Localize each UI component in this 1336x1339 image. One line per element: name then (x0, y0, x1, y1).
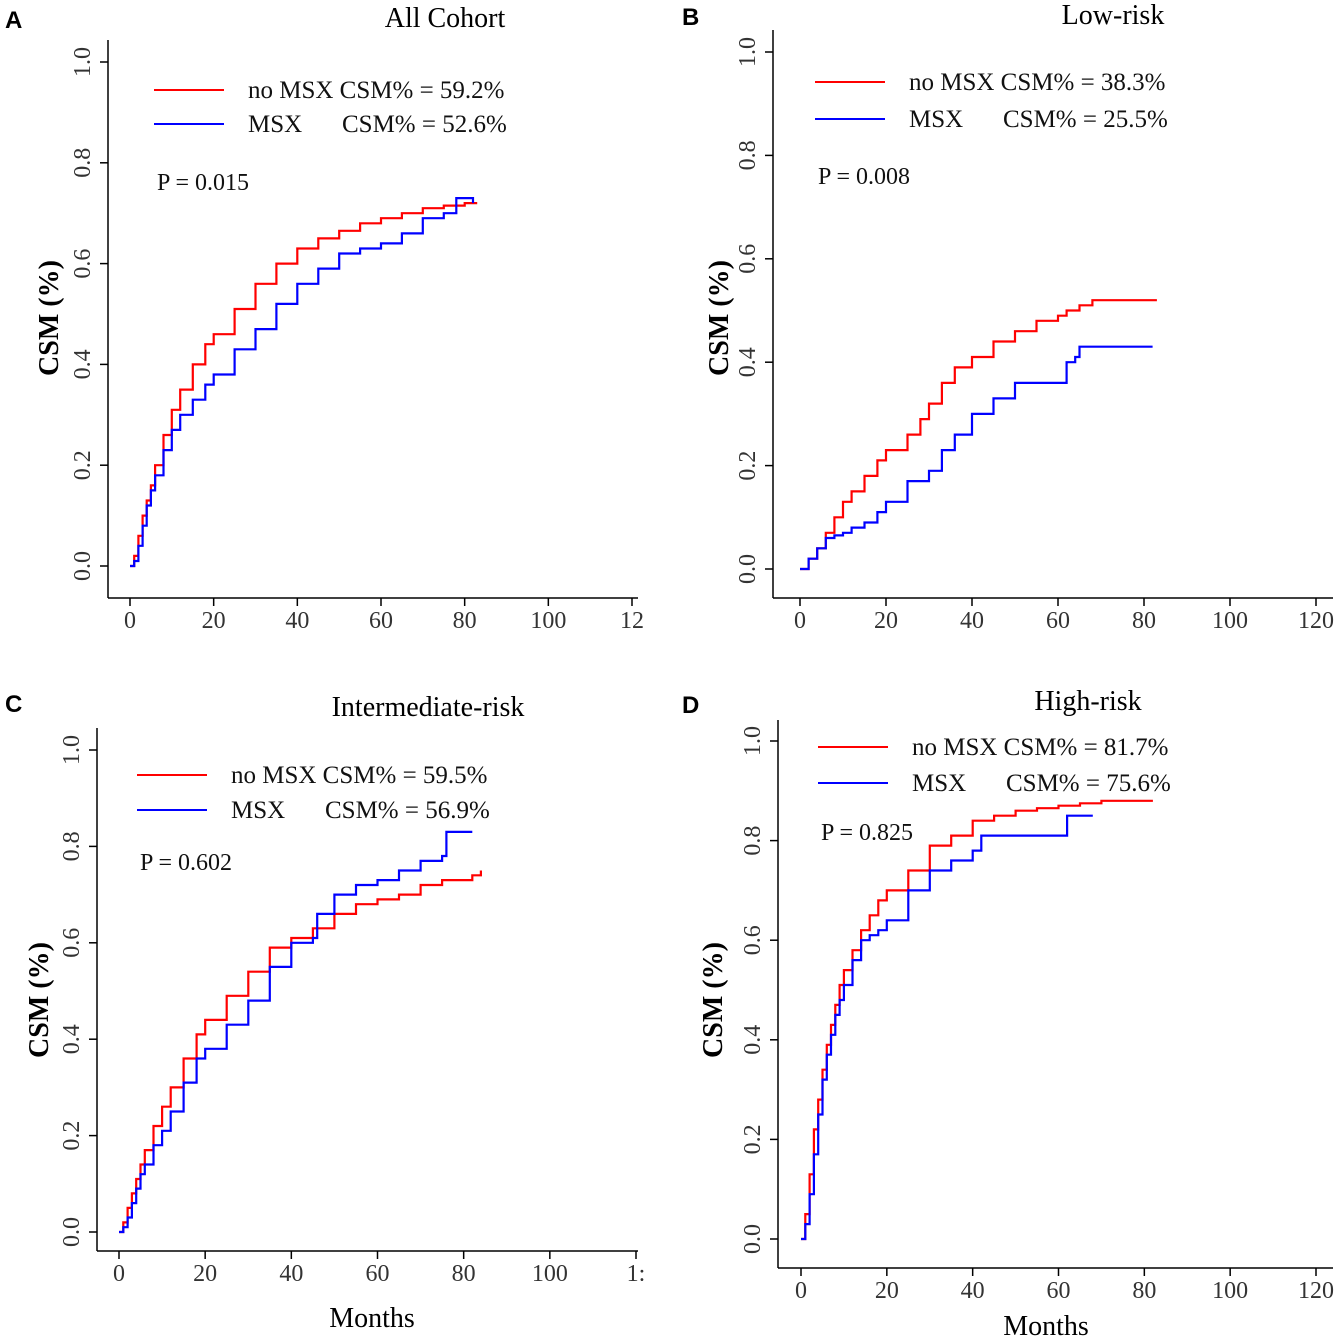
y-tick-label: 0.2 (740, 1124, 766, 1154)
y-tick-label: 0.4 (740, 1025, 766, 1055)
x-tick-label: 0 (794, 608, 806, 634)
x-axis-label: Months (1003, 1311, 1089, 1339)
y-tick-label: 0.6 (70, 249, 96, 279)
x-tick-label: 100 (1212, 608, 1248, 634)
p-value: P = 0.008 (818, 164, 910, 190)
panel-c: C Intermediate-risk 0 20 40 60 80 100 1: 0.0 0.2 0.… (5, 691, 645, 1334)
y-tick-label: 1.0 (70, 47, 96, 77)
x-tick-label: 20 (193, 1261, 217, 1287)
x-tick-label: 20 (875, 1278, 899, 1304)
chart-title: Low-risk (1062, 0, 1165, 31)
x-tick-label: 40 (961, 1278, 985, 1304)
series-line-msx (119, 830, 473, 1234)
y-tick-label: 0.0 (740, 1224, 766, 1254)
chart-title: Intermediate-risk (332, 692, 525, 723)
y-axis-label: CSM (%) (698, 942, 729, 1058)
series-line-no-msx (130, 202, 478, 568)
y-tick-label: 0.0 (735, 554, 761, 584)
panel-letter: D (682, 692, 699, 719)
p-value: P = 0.825 (821, 820, 913, 846)
y-axis-label: CSM (%) (34, 260, 65, 376)
p-value: P = 0.015 (157, 170, 249, 196)
y-tick-label: 0.8 (70, 148, 96, 178)
x-tick-label: 60 (369, 608, 393, 634)
x-tick-label: 40 (285, 608, 309, 634)
legend-label-no-msx: no MSX CSM% = 81.7% (912, 734, 1169, 761)
panel-letter: C (5, 691, 22, 718)
x-tick-label: 60 (1047, 1278, 1071, 1304)
y-tick-label: 0.0 (70, 551, 96, 581)
legend-label-no-msx: no MSX CSM% = 59.5% (231, 762, 488, 789)
legend-label-msx: MSX (912, 770, 966, 797)
x-tick-label: 20 (874, 608, 898, 634)
x-tick-label: 0 (113, 1261, 125, 1287)
legend-label-no-msx: no MSX CSM% = 59.2% (248, 77, 505, 104)
panel-d: D High-risk 0 20 40 60 80 100 120 0.0 0.2 0.4 0.6 0.8… (682, 686, 1334, 1339)
legend-label-msx: MSX (231, 797, 285, 824)
y-tick-label: 0.8 (740, 826, 766, 856)
chart-title: High-risk (1034, 686, 1141, 717)
x-tick-label: 40 (279, 1261, 303, 1287)
x-axis-label: Months (329, 1303, 415, 1334)
y-tick-label: 0.4 (735, 347, 761, 377)
panel-a: A All Cohort 0 20 40 60 80 100 12 0.0 0.2 0.4 0.6 0.8… (5, 3, 644, 634)
x-tick-label: 80 (452, 1261, 476, 1287)
x-tick-label: 100 (1212, 1278, 1248, 1304)
x-tick-label: 80 (1132, 608, 1156, 634)
legend-stat-msx: CSM% = 56.9% (325, 797, 490, 824)
y-tick-label: 1.0 (59, 735, 85, 765)
x-tick-label: 20 (202, 608, 226, 634)
y-tick-label: 0.6 (735, 244, 761, 274)
y-axis-label: CSM (%) (704, 260, 735, 376)
x-tick-label: 120 (1298, 608, 1334, 634)
x-tick-label: 40 (960, 608, 984, 634)
p-value: P = 0.602 (140, 850, 232, 876)
y-tick-label: 0.0 (59, 1217, 85, 1247)
y-tick-label: 0.6 (740, 925, 766, 955)
x-tick-label: 100 (532, 1261, 568, 1287)
series-line-msx (800, 345, 1153, 571)
x-tick-label: 1: (627, 1261, 646, 1287)
y-tick-label: 0.6 (59, 928, 85, 958)
legend-stat-msx: CSM% = 52.6% (342, 111, 507, 138)
panel-b: B Low-risk 0 20 40 60 80 100 120 0.0 0.2 0.4 0.6 0.8 1… (682, 0, 1334, 634)
x-tick-label: 100 (530, 608, 566, 634)
x-tick-label: 120 (1298, 1278, 1334, 1304)
y-tick-label: 0.8 (59, 831, 85, 861)
series-line-no-msx (119, 870, 482, 1234)
y-tick-label: 0.4 (59, 1024, 85, 1054)
chart-title: All Cohort (385, 3, 506, 34)
y-axis-label: CSM (%) (24, 942, 55, 1058)
y-tick-label: 0.8 (735, 140, 761, 170)
y-tick-label: 1.0 (735, 37, 761, 67)
panel-letter: A (5, 7, 22, 34)
series-line-msx (130, 197, 475, 568)
x-tick-label: 0 (124, 608, 136, 634)
x-tick-label: 0 (795, 1278, 807, 1304)
x-tick-label: 60 (1046, 608, 1070, 634)
x-tick-label: 80 (1132, 1278, 1156, 1304)
legend-label-no-msx: no MSX CSM% = 38.3% (909, 69, 1166, 96)
y-tick-label: 1.0 (740, 726, 766, 756)
y-tick-label: 0.2 (59, 1121, 85, 1151)
series-line-msx (801, 814, 1093, 1241)
y-tick-label: 0.4 (70, 349, 96, 379)
series-line-no-msx (800, 299, 1157, 571)
series-line-no-msx (801, 799, 1153, 1241)
legend-stat-msx: CSM% = 75.6% (1006, 770, 1171, 797)
x-tick-label: 60 (366, 1261, 390, 1287)
x-tick-label: 80 (453, 608, 477, 634)
legend-stat-msx: CSM% = 25.5% (1003, 106, 1168, 133)
legend-label-msx: MSX (248, 111, 302, 138)
y-tick-label: 0.2 (70, 450, 96, 480)
panel-letter: B (682, 4, 699, 31)
legend-label-msx: MSX (909, 106, 963, 133)
y-tick-label: 0.2 (735, 451, 761, 481)
x-tick-label: 12 (620, 608, 644, 634)
